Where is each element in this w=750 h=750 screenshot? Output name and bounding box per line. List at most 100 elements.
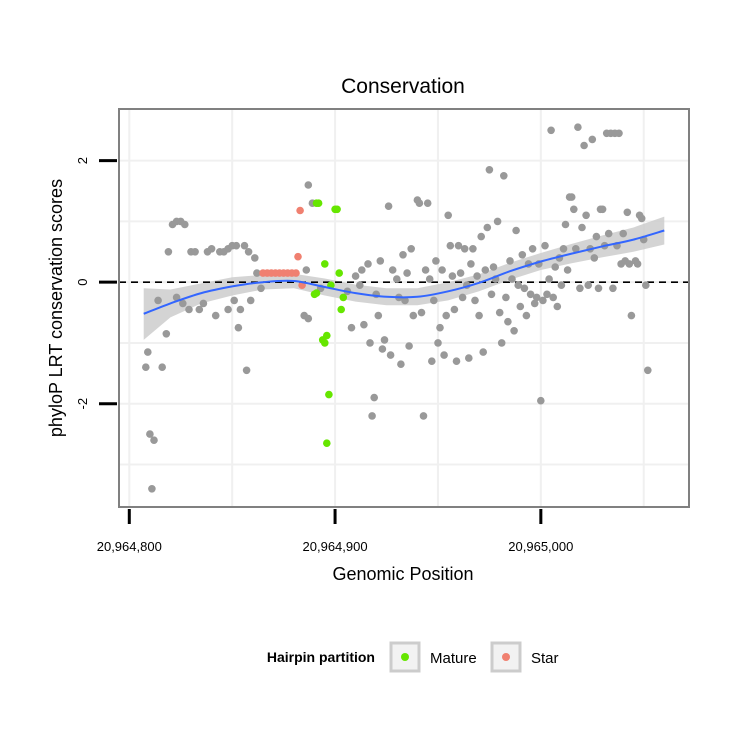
data-point-other	[181, 220, 189, 229]
data-point-other	[483, 223, 492, 232]
data-point-other	[598, 205, 607, 214]
legend-dot-star	[502, 653, 510, 661]
data-point-mature	[323, 331, 331, 340]
y-tick-label: 0	[75, 279, 90, 286]
data-point-other	[302, 266, 311, 274]
data-point-other	[440, 351, 448, 359]
legend-key-star	[490, 641, 522, 673]
data-point-other	[460, 245, 469, 253]
data-point-other	[415, 199, 424, 207]
data-point-other	[164, 248, 173, 256]
data-point-other	[567, 193, 576, 201]
data-point-other	[458, 293, 467, 302]
grid-lines	[119, 109, 689, 507]
data-point-mature	[314, 199, 323, 207]
data-point-other	[430, 296, 438, 305]
data-point-other	[578, 223, 586, 232]
data-point-other	[594, 284, 603, 293]
data-point-other	[563, 266, 572, 274]
data-point-other	[425, 275, 434, 283]
confidence-ribbon-layer	[143, 216, 665, 340]
data-point-other	[576, 284, 584, 293]
data-point-other	[364, 260, 372, 268]
data-point-other	[512, 226, 520, 235]
data-point-other	[230, 296, 238, 305]
data-point-other	[592, 232, 601, 241]
data-point-other	[475, 311, 483, 320]
data-point-other	[572, 245, 580, 253]
data-point-other	[236, 305, 245, 314]
data-point-other	[537, 396, 545, 405]
data-point-other	[144, 348, 152, 356]
data-point-other	[409, 311, 418, 320]
data-point-other	[504, 317, 512, 326]
confidence-ribbon	[143, 216, 665, 340]
data-point-other	[489, 263, 498, 271]
data-point-other	[582, 211, 590, 220]
data-point-other	[469, 245, 477, 253]
data-point-other	[195, 305, 204, 314]
data-point-other	[510, 327, 518, 335]
data-point-other	[522, 311, 531, 320]
data-point-other	[502, 293, 510, 302]
legend-item-star: Star	[490, 641, 559, 673]
data-point-other	[500, 172, 508, 180]
data-point-other	[532, 293, 541, 302]
smooth-line	[143, 229, 665, 315]
legend-item-mature: Mature	[389, 641, 477, 673]
data-point-other	[487, 290, 496, 299]
data-point-other	[436, 323, 444, 332]
y-tick-label: 2	[75, 157, 90, 164]
data-point-mature	[339, 293, 348, 302]
data-point-other	[244, 248, 253, 256]
legend: Hairpin partition Mature Star	[267, 641, 559, 673]
data-point-mature	[337, 305, 346, 314]
data-point-other	[374, 311, 383, 320]
data-point-other	[516, 302, 525, 311]
data-point-star	[292, 269, 300, 277]
data-point-other	[438, 266, 446, 274]
data-point-other	[559, 245, 568, 253]
data-point-other	[497, 339, 506, 347]
data-point-other	[199, 299, 208, 308]
x-tick-label: 20,965,000	[508, 539, 573, 554]
data-point-other	[627, 311, 636, 320]
data-point-other	[553, 302, 562, 311]
data-point-other	[473, 272, 481, 280]
data-point-other	[370, 393, 379, 402]
data-point-other	[358, 266, 366, 274]
data-point-other	[604, 229, 613, 238]
data-point-mature	[325, 390, 333, 399]
x-axis: 20,964,800 20,964,900 20,965,000	[97, 509, 573, 554]
data-point-other	[399, 251, 407, 259]
data-point-other	[580, 141, 588, 150]
data-point-other	[148, 485, 156, 493]
data-point-other	[545, 275, 553, 283]
data-point-mature	[335, 269, 344, 277]
y-axis-title: phyloP LRT conservation scores	[46, 179, 66, 437]
data-point-other	[615, 129, 623, 138]
data-point-other	[207, 245, 216, 253]
data-point-other	[495, 308, 504, 317]
data-point-other	[378, 345, 387, 353]
data-point-other	[419, 412, 428, 420]
legend-label-star: Star	[531, 650, 559, 667]
data-point-other	[366, 339, 374, 347]
data-point-other	[526, 290, 535, 299]
data-point-other	[251, 254, 259, 262]
data-point-other	[450, 305, 459, 314]
x-tick-label: 20,964,900	[303, 539, 368, 554]
data-point-other	[432, 257, 440, 265]
data-point-other	[493, 217, 502, 226]
data-point-other	[384, 202, 393, 210]
data-point-other	[162, 330, 171, 338]
data-point-other	[158, 363, 166, 372]
data-point-other	[405, 342, 413, 350]
data-point-other	[224, 305, 232, 314]
chart-title: Conservation	[341, 75, 465, 98]
data-point-other	[347, 323, 356, 332]
data-point-other	[154, 296, 162, 305]
data-point-other	[547, 126, 555, 135]
data-point-other	[448, 272, 457, 280]
